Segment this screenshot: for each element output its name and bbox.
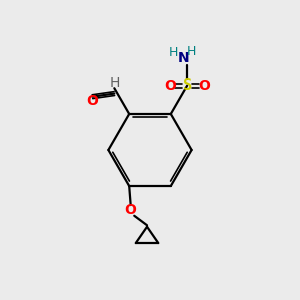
Text: O: O (86, 94, 98, 108)
Text: H: H (187, 45, 196, 58)
Text: O: O (164, 79, 176, 93)
Text: S: S (183, 78, 192, 93)
Text: O: O (125, 203, 136, 218)
Text: O: O (199, 79, 210, 93)
Text: H: H (109, 76, 119, 90)
Text: N: N (178, 51, 189, 65)
Text: H: H (169, 46, 178, 59)
